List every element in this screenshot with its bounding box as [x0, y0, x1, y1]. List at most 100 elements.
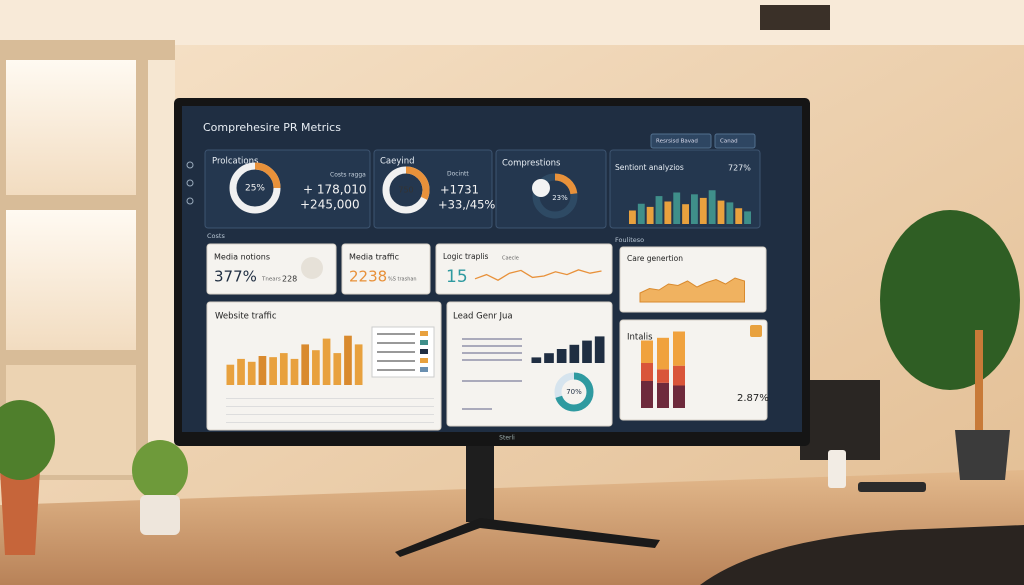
stack-segment — [673, 385, 685, 408]
panel — [446, 301, 613, 427]
section-label: Costs — [207, 232, 225, 240]
plant — [880, 210, 1020, 390]
panel — [206, 243, 337, 295]
stack-segment — [657, 369, 669, 383]
plant — [0, 400, 55, 480]
donut-arc — [532, 173, 578, 219]
donut-accent — [382, 166, 430, 214]
stack-segment — [641, 381, 653, 408]
card-value: 2238 — [349, 268, 387, 286]
bar — [333, 353, 342, 385]
bar — [279, 353, 288, 385]
legend-swatch — [420, 367, 428, 372]
stack-segment — [673, 331, 685, 366]
panel-title: Lead Genr Jua — [453, 312, 513, 322]
panel-title: Sentiont analyzios — [615, 163, 684, 172]
bar — [664, 201, 672, 224]
card-title: Care genertion — [627, 254, 683, 263]
projector — [760, 5, 830, 30]
nav-icon[interactable] — [186, 161, 194, 169]
bar — [354, 344, 363, 385]
ceiling — [0, 0, 1024, 45]
note: Tnears — [261, 277, 281, 283]
stat: +245,000 — [300, 198, 360, 212]
stack-segment — [657, 337, 669, 370]
brand: Sterli — [499, 435, 515, 442]
stat: +1731 — [440, 183, 479, 197]
donut-label: 750 — [398, 186, 413, 195]
window-pane — [6, 60, 136, 195]
panel — [341, 243, 431, 295]
note: Docintt — [447, 171, 469, 178]
dropdown[interactable] — [650, 133, 712, 149]
bar — [269, 357, 277, 385]
bar — [629, 210, 636, 224]
bar — [258, 356, 267, 385]
plant-stem — [975, 330, 983, 430]
cup — [828, 450, 846, 488]
value: 2.87% — [737, 393, 769, 404]
bar — [531, 357, 542, 363]
donut-label: 25% — [245, 184, 265, 194]
bar — [699, 197, 707, 224]
line — [474, 269, 602, 281]
stand-base — [395, 518, 660, 557]
card-title: Media notions — [214, 253, 270, 262]
panel — [619, 319, 768, 421]
pot — [0, 470, 40, 555]
dropdown-label[interactable]: Canad — [720, 139, 738, 145]
stat: +33,/45% — [438, 198, 495, 212]
dropdown[interactable] — [714, 133, 756, 149]
nav-icon[interactable] — [186, 179, 194, 187]
list-line — [462, 345, 522, 347]
bar — [582, 340, 592, 363]
donut-inner — [532, 179, 550, 197]
panel-title: Prolcations — [212, 157, 259, 167]
bar — [717, 200, 725, 224]
card-value: 377% — [214, 268, 257, 286]
card-value: 15 — [446, 267, 468, 287]
legend-swatch — [420, 331, 428, 336]
note: Costs ragga — [330, 172, 366, 179]
bar — [237, 358, 245, 385]
stack-segment — [673, 365, 685, 386]
legend-line — [377, 369, 415, 371]
note: %S trashan — [388, 277, 417, 283]
list-line — [462, 380, 522, 382]
bar — [673, 192, 681, 224]
bar — [247, 361, 256, 385]
bar — [744, 211, 751, 224]
bar — [655, 196, 663, 224]
section-label: Fouliteso — [615, 236, 644, 244]
stat: + 178,010 — [303, 183, 367, 197]
bar — [708, 190, 716, 224]
donut-label: 70% — [566, 388, 582, 396]
panel-title: Comprestions — [502, 159, 561, 169]
note: Caecle — [502, 256, 519, 262]
donut-label: 23% — [552, 194, 568, 202]
bar — [646, 206, 654, 224]
stand-neck — [466, 442, 494, 522]
bar — [226, 364, 235, 385]
list-line — [462, 408, 492, 410]
dropdown-label[interactable]: Resrsisd Bavad — [656, 139, 698, 145]
bar — [735, 208, 743, 224]
legend-swatch — [420, 340, 428, 345]
pot — [955, 430, 1010, 480]
bar — [290, 358, 299, 385]
nav-icon[interactable] — [186, 197, 194, 205]
legend-swatch — [420, 358, 428, 363]
legend-line — [377, 360, 415, 362]
value: 727% — [728, 164, 751, 173]
table-row — [226, 414, 434, 415]
bar — [556, 349, 567, 363]
stack-segment — [641, 363, 653, 381]
table-row — [226, 398, 434, 399]
list-line — [462, 352, 522, 354]
bar — [594, 336, 605, 363]
bar — [344, 335, 352, 385]
legend-swatch — [420, 349, 428, 354]
bar — [691, 194, 698, 224]
